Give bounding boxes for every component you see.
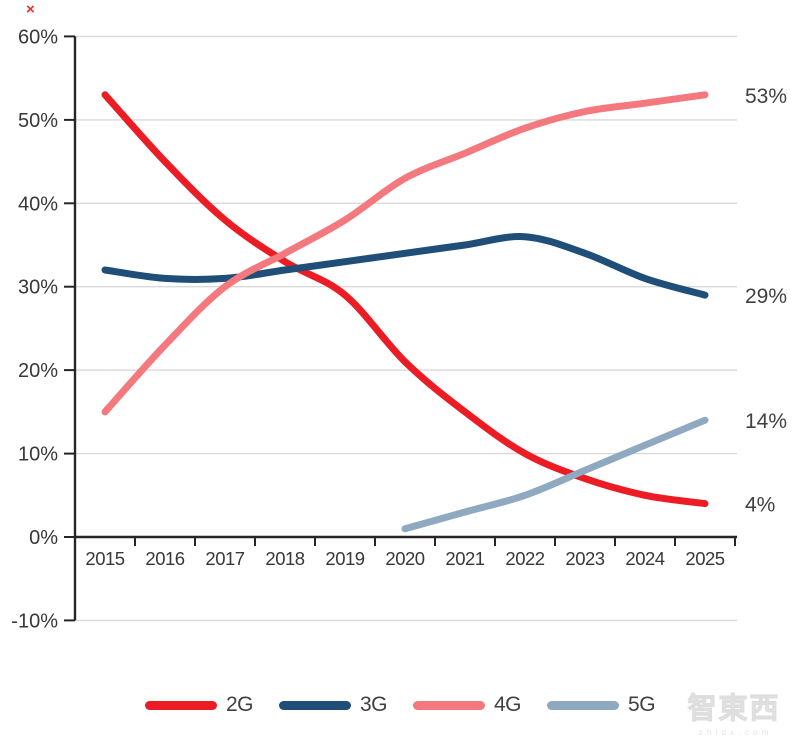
series-line-5g — [401, 416, 709, 533]
legend-item-3g[interactable]: 3G — [278, 693, 388, 717]
y-axis-tick-label: -10% — [11, 610, 58, 632]
x-axis-tick-label: 2019 — [325, 548, 364, 569]
watermark-domain: z h i d x . c o m — [698, 728, 770, 737]
close-icon[interactable]: × — [26, 1, 35, 18]
x-axis-tick-label: 2022 — [505, 548, 544, 569]
end-label-4g: 53% — [745, 85, 787, 108]
x-axis-tick-label: 2015 — [85, 548, 124, 569]
end-label-2g: 4% — [745, 494, 775, 517]
legend-swatch-2g — [144, 700, 217, 710]
y-axis-tick-label: 50% — [18, 110, 58, 132]
x-axis-tick-label: 2021 — [445, 548, 484, 569]
legend-item-4g[interactable]: 4G — [413, 693, 522, 717]
x-axis-tick-label: 2018 — [265, 548, 304, 569]
y-axis-tick-label: 60% — [18, 26, 58, 48]
y-axis-tick-label: 30% — [18, 277, 58, 299]
x-axis-tick-label: 2023 — [565, 548, 604, 569]
end-label-5g: 14% — [745, 410, 787, 433]
x-axis-tick-label: 2017 — [205, 548, 244, 569]
chart-legend: 2G 3G 4G 5G — [0, 683, 800, 727]
legend-swatch-3g — [278, 700, 351, 710]
legend-swatch-5g — [547, 700, 620, 710]
series-line-2g — [101, 91, 709, 508]
y-axis-tick-label: 0% — [29, 527, 58, 549]
y-axis-tick-label: 40% — [18, 193, 58, 215]
line-chart: 60% 50% 40% 30% 20% 10% 0% -10% 2015 2016 2017 2018… — [11, 26, 787, 632]
legend-label-4g: 4G — [494, 693, 522, 716]
legend-item-5g[interactable]: 5G — [547, 693, 656, 717]
x-axis-tick-label: 2024 — [625, 548, 664, 569]
chart-canvas: 60% 50% 40% 30% 20% 10% 0% -10% 2015 2016 2017 2018… — [11, 26, 787, 632]
legend-label-5g: 5G — [628, 693, 656, 716]
x-axis-tick-label: 2016 — [145, 548, 184, 569]
x-axis-tick-label: 2025 — [685, 548, 724, 569]
legend-item-2g[interactable]: 2G — [144, 693, 254, 717]
legend-swatch-4g — [413, 700, 485, 710]
legend-label-2g: 2G — [225, 693, 254, 716]
y-axis-tick-label: 20% — [18, 360, 58, 382]
legend-label-3g: 3G — [359, 693, 388, 716]
end-label-3g: 29% — [745, 285, 787, 308]
series-line-4g — [101, 91, 709, 416]
series-line-3g — [101, 233, 709, 299]
x-axis-tick-label: 2020 — [385, 548, 424, 569]
y-axis-tick-label: 10% — [18, 444, 58, 466]
